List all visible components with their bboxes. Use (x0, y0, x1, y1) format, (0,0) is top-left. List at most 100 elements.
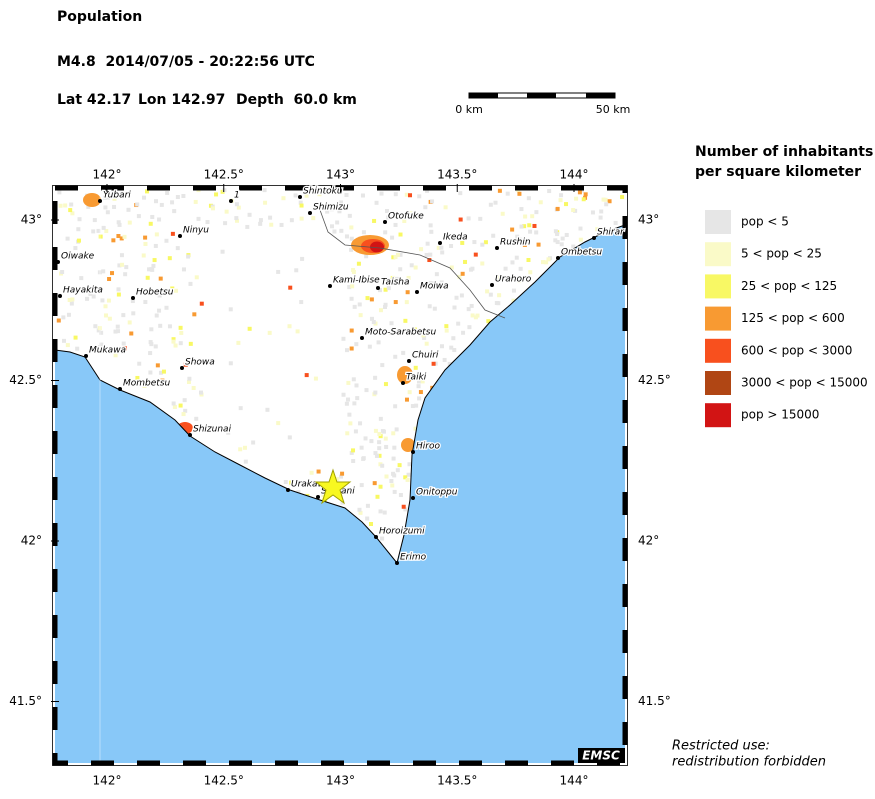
density-cell (365, 516, 370, 521)
density-cell (183, 408, 188, 413)
density-cell (338, 200, 343, 205)
density-cell (424, 252, 429, 257)
density-cell (377, 453, 382, 458)
population-density (56, 188, 626, 541)
density-cell (352, 401, 357, 406)
density-cell (414, 403, 419, 408)
density-cell (369, 297, 374, 302)
density-cell (347, 285, 352, 290)
density-cell (153, 199, 158, 204)
place-label: Ikeda (443, 233, 468, 243)
place-dot (438, 241, 442, 245)
legend-label: 125 < pop < 600 (741, 311, 845, 325)
density-cell (472, 240, 477, 245)
density-cell (428, 280, 433, 285)
density-cell (99, 342, 104, 347)
place-dot (360, 336, 364, 340)
density-cell (445, 233, 450, 238)
density-cell (172, 209, 177, 214)
density-cell (69, 301, 74, 306)
density-cell (379, 191, 384, 196)
density-cell (234, 216, 239, 221)
density-cell (171, 339, 176, 344)
density-cell (360, 193, 365, 198)
density-cell (335, 477, 340, 482)
density-cell (574, 196, 579, 201)
density-cell (460, 271, 465, 276)
density-cell (110, 271, 115, 276)
density-cell (96, 228, 101, 233)
density-cell (181, 412, 186, 417)
density-cell (380, 429, 385, 434)
place-label: Chuiri (412, 351, 439, 361)
density-cell (393, 404, 398, 409)
density-cell (367, 344, 372, 349)
density-cell (164, 238, 169, 243)
density-cell (298, 200, 303, 205)
place-label: Ombetsu (561, 248, 602, 258)
density-cell (67, 297, 72, 302)
density-cell (469, 303, 474, 308)
density-cell (113, 353, 118, 358)
density-cell (555, 206, 560, 211)
density-cell (375, 494, 380, 499)
place-dot (84, 354, 88, 358)
density-cell (488, 292, 493, 297)
density-cell (127, 320, 132, 325)
density-cell (171, 401, 176, 406)
lon-tick-label: 144° (560, 168, 589, 182)
density-cell (131, 311, 136, 316)
density-cell (428, 223, 433, 228)
density-cell (510, 227, 515, 232)
density-cell (577, 190, 582, 195)
density-cell (65, 236, 70, 241)
lat-tick-label: 43° (21, 213, 42, 227)
place-dot (395, 561, 399, 565)
density-cell (265, 407, 270, 412)
place-dot (401, 381, 405, 385)
place-dot (407, 359, 411, 363)
density-cell (398, 232, 403, 237)
density-cell (383, 230, 388, 235)
density-cell (124, 265, 129, 270)
density-cell (158, 370, 163, 375)
density-cell (321, 493, 326, 498)
density-cell (365, 296, 370, 301)
place-dot (118, 387, 122, 391)
place-dot (188, 433, 192, 437)
density-cell (332, 229, 337, 234)
density-cell (383, 436, 388, 441)
density-cell (143, 235, 148, 240)
density-cell (120, 349, 125, 354)
density-cell (65, 343, 70, 348)
place-dot (415, 290, 419, 294)
density-cell (386, 278, 391, 283)
density-cell (121, 313, 126, 318)
density-cell (389, 527, 394, 532)
density-cell (408, 193, 413, 198)
density-cell (561, 248, 566, 253)
density-cell (571, 244, 576, 249)
lat-tick-label: 42° (21, 534, 42, 548)
density-cell (447, 361, 452, 366)
place-label: Urakawa (291, 480, 330, 490)
density-cell (358, 421, 363, 426)
legend-swatch (705, 338, 731, 363)
density-cell (517, 278, 522, 283)
density-cell (500, 211, 505, 216)
density-cell (428, 252, 433, 257)
density-cell (458, 217, 463, 222)
density-cell (449, 345, 454, 350)
density-cell (75, 346, 80, 351)
density-cell (406, 472, 411, 477)
density-cell (135, 202, 140, 207)
density-cell (279, 222, 284, 227)
density-cell (395, 468, 400, 473)
density-cell (293, 193, 298, 198)
density-cell (444, 328, 449, 333)
density-cell (222, 188, 227, 193)
density-cell (392, 445, 397, 450)
density-cell (126, 207, 131, 212)
density-cell (143, 300, 148, 305)
density-cell (373, 451, 378, 456)
